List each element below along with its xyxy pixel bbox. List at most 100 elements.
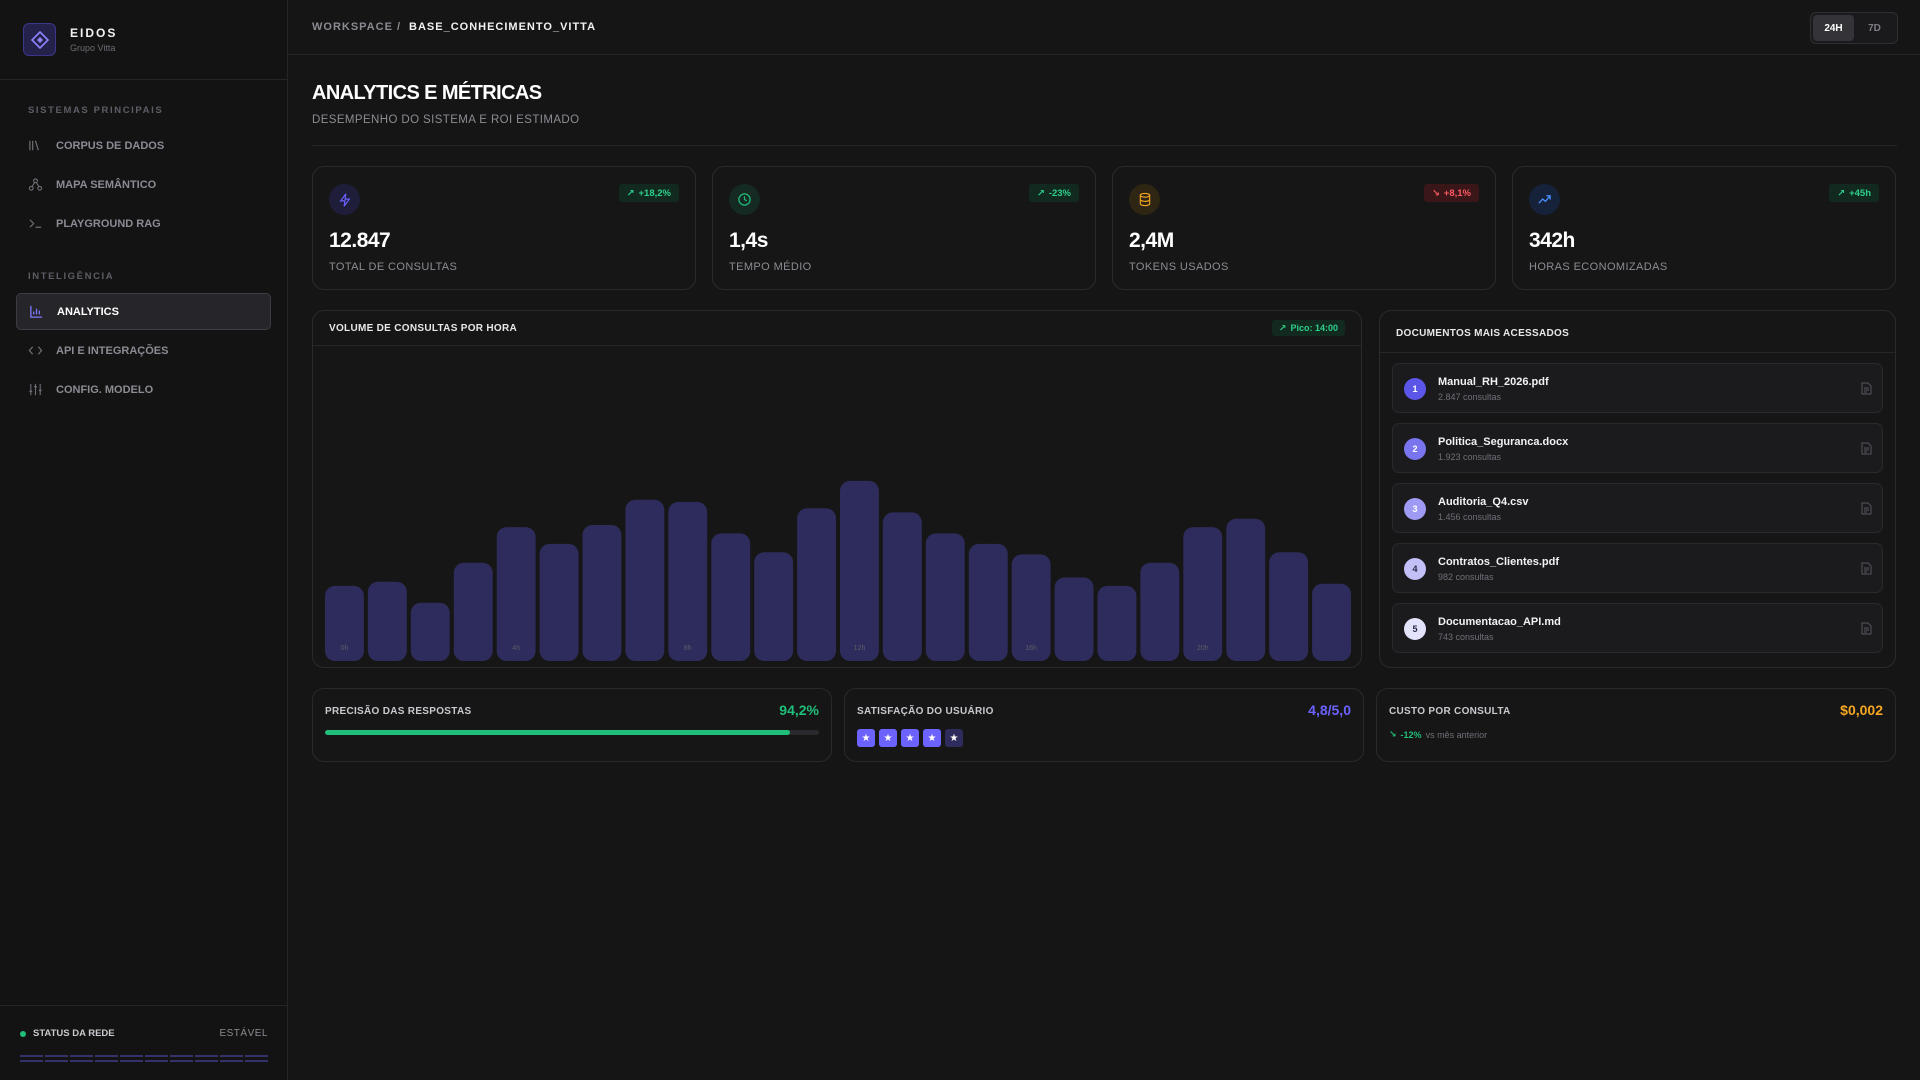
document-query-count: 1.456 consultas [1438, 512, 1502, 522]
x-tick-label: 12h [854, 645, 866, 652]
clock-icon [729, 184, 760, 215]
document-query-count: 2.847 consultas [1438, 392, 1502, 402]
range-7d-button[interactable]: 7D [1868, 22, 1881, 34]
bar-6h[interactable] [582, 525, 622, 661]
cost-value: $0,002 [1840, 702, 1883, 718]
lightning-icon [329, 184, 360, 215]
x-tick-label: 0h [341, 645, 349, 652]
bar-4h[interactable] [496, 527, 536, 661]
document-row[interactable]: 4 Contratos_Clientes.pdf 982 consultas [1392, 543, 1883, 593]
bar-21h[interactable] [1226, 518, 1266, 661]
kpi-delta-badge: ↗ -23% [1028, 184, 1079, 202]
network-status-value: ESTÁVEL [219, 1028, 268, 1039]
bar-chart-icon [30, 305, 43, 318]
file-icon[interactable] [1861, 502, 1872, 515]
bar-17h[interactable] [1054, 577, 1094, 662]
bar-16h[interactable] [1011, 554, 1051, 661]
kpi-delta-badge: ↗ +18,2% [618, 184, 679, 202]
network-status-label: STATUS DA REDE [33, 1028, 115, 1039]
bar-0h[interactable] [325, 585, 364, 661]
star-icon: ★ [857, 729, 875, 747]
document-name: Auditoria_Q4.csv [1438, 496, 1529, 508]
bar-18h[interactable] [1097, 585, 1137, 661]
satisfaction-label: SATISFAÇÃO DO USUÁRIO [857, 706, 994, 717]
kpi-value: 2,4M [1129, 229, 1174, 252]
sidebar-item-corpus[interactable]: CORPUS DE DADOS [16, 127, 271, 164]
precision-progress-bar [325, 730, 819, 735]
bar-19h[interactable] [1140, 562, 1180, 661]
arrow-up-right-icon: ↗ [626, 187, 635, 199]
cost-label: CUSTO POR CONSULTA [1389, 706, 1511, 717]
cost-card: CUSTO POR CONSULTA $0,002 ↘ -12% vs mês … [1376, 688, 1896, 762]
rank-badge: 4 [1404, 558, 1426, 580]
kpi-value: 342h [1529, 229, 1575, 252]
document-query-count: 982 consultas [1438, 572, 1494, 582]
document-row[interactable]: 5 Documentacao_API.md 743 consultas [1392, 603, 1883, 653]
cost-delta-value: -12% [1400, 729, 1422, 740]
bar-7h[interactable] [625, 499, 665, 661]
file-icon[interactable] [1861, 382, 1872, 395]
bar-14h[interactable] [925, 533, 965, 661]
bar-5h[interactable] [539, 543, 579, 661]
sidebar-item-playground[interactable]: PLAYGROUND RAG [16, 205, 271, 242]
rank-badge: 1 [1404, 378, 1426, 400]
document-query-count: 743 consultas [1438, 632, 1494, 642]
x-tick-label: 4h [512, 645, 520, 652]
x-tick-label: 20h [1197, 645, 1209, 652]
arrow-down-right-icon: ↘ [1389, 729, 1397, 739]
sidebar-item-analytics[interactable]: ANALYTICS [16, 293, 271, 330]
bar-8h[interactable] [668, 501, 708, 661]
kpi-delta-badge: ↘ +8,1% [1423, 184, 1479, 202]
file-icon[interactable] [1861, 562, 1872, 575]
kpi-value: 12.847 [329, 229, 391, 252]
brand-name: EIDOS [70, 26, 118, 40]
kpi-card-avg-time: ↗ -23% 1,4s TEMPO MÉDIO [712, 166, 1096, 290]
cost-delta-note: vs mês anterior [1425, 729, 1488, 740]
bar-9h[interactable] [711, 533, 751, 661]
bar-22h[interactable] [1269, 552, 1309, 661]
bar-11h[interactable] [797, 508, 836, 661]
file-icon[interactable] [1861, 442, 1872, 455]
nav-section-intelligence: INTELIGÊNCIA ANALYTICS API E INTEGRAÇÕES… [0, 271, 287, 408]
rank-badge: 2 [1404, 438, 1426, 460]
peak-badge: ↗ Pico: 14:00 [1271, 320, 1345, 336]
bar-13h[interactable] [882, 512, 922, 661]
trending-up-icon [1529, 184, 1560, 215]
satisfaction-value: 4,8/5,0 [1308, 702, 1351, 718]
bar-15h[interactable] [968, 543, 1008, 661]
sidebar-item-label: ANALYTICS [57, 305, 119, 318]
file-icon[interactable] [1861, 622, 1872, 635]
breadcrumb-root[interactable]: WORKSPACE / [312, 21, 402, 33]
precision-progress-fill [325, 730, 791, 735]
sidebar-item-label: MAPA SEMÂNTICO [56, 178, 157, 191]
bar-12h[interactable] [840, 480, 879, 661]
bar-2h[interactable] [410, 602, 450, 661]
sidebar-item-api[interactable]: API E INTEGRAÇÕES [16, 332, 271, 369]
kpi-label: HORAS ECONOMIZADAS [1529, 261, 1668, 273]
sliders-icon [29, 383, 42, 396]
sidebar-item-model-config[interactable]: CONFIG. MODELO [16, 371, 271, 408]
bar-20h[interactable] [1183, 527, 1223, 661]
bar-10h[interactable] [754, 552, 794, 661]
library-icon [29, 140, 39, 151]
kpi-label: TEMPO MÉDIO [729, 261, 812, 273]
document-row[interactable]: 3 Auditoria_Q4.csv 1.456 consultas [1392, 483, 1883, 533]
time-range-toggle: 24H 7D [1810, 12, 1898, 44]
document-row[interactable]: 1 Manual_RH_2026.pdf 2.847 consultas [1392, 363, 1883, 413]
brand[interactable]: EIDOS Grupo Vitta [0, 0, 287, 80]
range-24h-button[interactable]: 24H [1813, 15, 1854, 41]
document-name: Manual_RH_2026.pdf [1438, 376, 1549, 388]
sidebar: EIDOS Grupo Vitta SISTEMAS PRINCIPAIS CO… [0, 0, 288, 1080]
bar-1h[interactable] [367, 581, 407, 661]
bar-23h[interactable] [1312, 583, 1351, 661]
document-row[interactable]: 2 Politica_Seguranca.docx 1.923 consultas [1392, 423, 1883, 473]
kpi-value: 1,4s [729, 229, 768, 252]
bar-3h[interactable] [453, 562, 493, 661]
precision-value: 94,2% [779, 702, 819, 718]
document-name: Contratos_Clientes.pdf [1438, 556, 1560, 568]
kpi-card-tokens: ↘ +8,1% 2,4M TOKENS USADOS [1112, 166, 1496, 290]
top-documents-card: DOCUMENTOS MAIS ACESSADOS 1 Manual_RH_202… [1379, 310, 1896, 668]
terminal-icon [29, 219, 42, 228]
network-status: STATUS DA REDE ESTÁVEL [0, 1005, 288, 1080]
sidebar-item-semantic-map[interactable]: MAPA SEMÂNTICO [16, 166, 271, 203]
